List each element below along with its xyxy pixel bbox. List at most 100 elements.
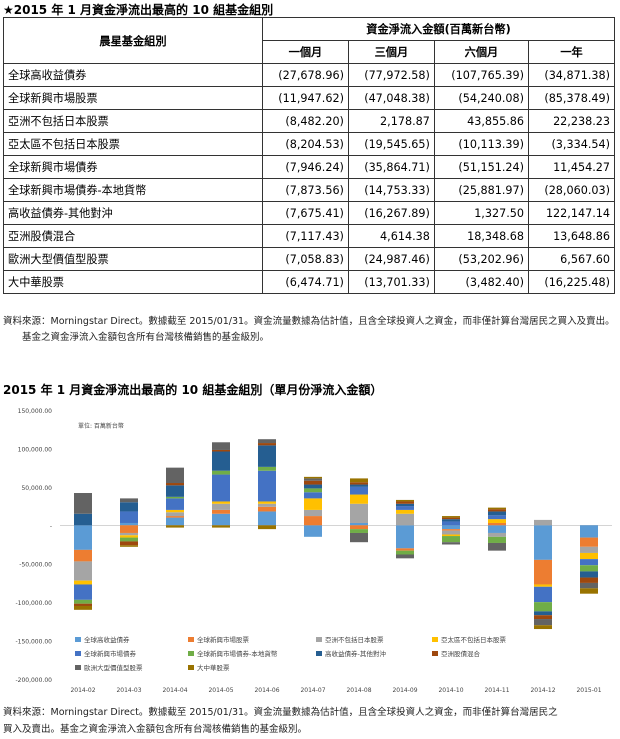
bar-segment [74,605,92,610]
bar-segment [534,519,552,526]
flow-value-cell: (7,873.56) [262,178,349,202]
bar-segment [212,503,230,510]
period-header: 三個月 [347,40,435,64]
legend-label: 亞洲不包括日本股票 [325,635,384,644]
bar-segment [580,559,598,566]
bar-segment [350,532,368,543]
flow-value-cell: (8,204.53) [262,132,349,156]
bar-segment [120,525,138,533]
chart-source-note-2: 買入及賣出。基金之資金淨流入金額包含所有台灣核備銷售的基金級別。 [3,724,308,735]
bar-segment [74,561,92,581]
bar-segment [534,525,552,560]
bar-segment [488,519,506,523]
bar-segment [396,550,414,555]
table-row: 大中華股票 (6,474.71) (13,701.33) (3,482.40) (16,… [3,270,615,294]
legend-swatch [316,651,322,656]
flow-value-cell: 1,327.50 [433,201,530,225]
flow-value-cell: (6,474.71) [262,270,349,294]
table-row: 全球新興市場債券-本地貨幣 (7,873.56) (14,753.33) (25,88… [3,178,615,202]
legend-swatch [75,637,81,642]
bar-segment [304,476,322,479]
bar-segment [396,499,414,502]
bar-segment [442,525,460,530]
bar-segment [534,619,552,626]
bar-segment [120,537,138,542]
flow-value-cell: (16,225.48) [528,270,615,294]
bar-segment [258,439,276,444]
y-tick-label: 100,000.00 [18,446,53,453]
x-tick-label: 2014-02 [70,687,95,694]
x-tick-label: 2014-06 [254,687,279,694]
bar-segment [258,511,276,526]
bar-segment [166,509,184,513]
bar-segment [258,445,276,467]
bar-segment [304,480,322,485]
bar-segment [166,525,184,528]
bar-segment [120,545,138,547]
bar-segment [212,509,230,514]
flow-value-cell: (77,972.58) [347,63,435,87]
flow-amount-header: 資金淨流入金額(百萬新台幣) [262,17,615,41]
table-row: 歐洲大型價值型股票 (7,058.83) (24,987.46) (53,202.96… [3,247,615,271]
bar-segment [166,496,184,499]
bar-segment [442,516,460,518]
x-tick-label: 2014-03 [116,687,141,694]
bar-segment [534,625,552,630]
bar-segment [396,501,414,504]
bar-segment [442,529,460,531]
table-row: 全球新興市場債券 (7,946.24) (35,864.71) (51,151.24)… [3,155,615,179]
bar-segment [166,498,184,510]
bar-segment [580,588,598,594]
bar-segment [120,498,138,503]
bar-segment [442,534,460,537]
bar-segment [304,488,322,493]
bar-segment [350,484,368,487]
legend-swatch [316,637,322,642]
x-tick-label: 2014-08 [346,687,371,694]
bar-segment [580,565,598,572]
bar-segment [580,525,598,538]
bar-segment [580,552,598,560]
flow-value-cell: 122,147.14 [528,201,615,225]
bar-segment [534,584,552,587]
flow-value-cell: (19,545.65) [347,132,435,156]
bar-segment [166,483,184,486]
table-title: ★2015 年 1 月資金淨流出最高的 10 組基金組別 [3,3,274,17]
legend-swatch [188,651,194,656]
bar-segment [580,571,598,578]
flow-value-cell: (35,864.71) [347,155,435,179]
bar-segment [120,522,138,526]
bar-segment [350,494,368,504]
flow-value-cell: (7,058.83) [262,247,349,271]
bar-segment [396,503,414,507]
bar-segment [396,548,414,551]
bar-segment [350,529,368,533]
flow-value-cell: (10,113.39) [433,132,530,156]
flow-value-cell: 4,614.38 [347,224,435,248]
x-tick-label: 2014-09 [392,687,417,694]
bar-segment [304,525,322,537]
stacked-bar-chart: 150,000.00 100,000.00 50,000.00 - -50,000.00… [15,408,612,694]
flow-value-cell: (25,881.97) [433,178,530,202]
flow-value-cell: (11,947.62) [262,86,349,110]
bar-segment [74,599,92,604]
flow-value-cell: (16,267.89) [347,201,435,225]
bar-segment [580,577,598,583]
period-header: 一個月 [262,40,349,64]
bar-segment [304,516,322,526]
x-tick-label: 2014-05 [208,687,233,694]
bar-segment [304,478,322,481]
bar-segment [120,502,138,512]
legend-label: 歐洲大型價值型股票 [84,663,143,672]
bar-segment [396,554,414,559]
flow-value-cell: (7,117.43) [262,224,349,248]
bar-segment [580,582,598,589]
bar-segment [350,478,368,483]
table-row: 全球高收益債券 (27,678.96) (77,972.58) (107,765.39… [3,63,615,87]
bar-segment [74,493,92,514]
bar-segment [258,503,276,507]
legend-swatch [188,665,194,670]
bar-segment [488,536,506,543]
bar-segment [74,584,92,600]
bar-segment [120,535,138,538]
